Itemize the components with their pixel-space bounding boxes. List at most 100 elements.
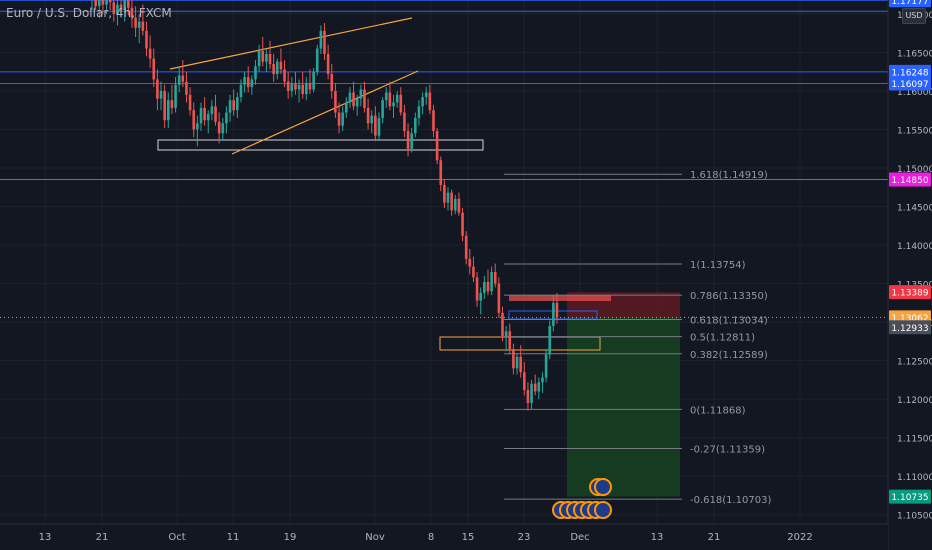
event-icon bbox=[594, 478, 612, 496]
candle-body bbox=[355, 98, 359, 107]
currency-button[interactable]: USD bbox=[902, 8, 926, 24]
candle-body bbox=[323, 30, 326, 54]
price-tick-label: 1.15000 bbox=[897, 165, 932, 175]
candle-body bbox=[403, 112, 406, 132]
candle-body bbox=[479, 292, 483, 301]
time-tick-label: 19 bbox=[284, 532, 297, 543]
candle-body bbox=[290, 83, 294, 91]
candle-body bbox=[192, 110, 196, 130]
candle-body bbox=[399, 94, 403, 113]
candle-body bbox=[116, 4, 119, 14]
price-tick-label: 1.16000 bbox=[897, 88, 932, 98]
candle-body bbox=[152, 58, 156, 80]
fib-level-label: 0.5(1.12811) bbox=[690, 333, 755, 344]
time-tick-label: Nov bbox=[365, 532, 385, 543]
candle-body bbox=[257, 50, 261, 67]
time-axis bbox=[0, 524, 888, 550]
candle-body bbox=[501, 312, 504, 336]
fib-level-label: -0.618(1.10703) bbox=[690, 495, 771, 506]
candle-body bbox=[497, 283, 501, 313]
candle-body bbox=[359, 89, 363, 99]
price-badge bbox=[889, 0, 931, 8]
candle-body bbox=[166, 100, 170, 121]
price-tick-label: 1.12000 bbox=[897, 396, 932, 406]
fib-level-label: 0.618(1.13034) bbox=[690, 315, 768, 326]
price-tick-label: 1.15500 bbox=[897, 126, 932, 136]
candle-body bbox=[123, 0, 126, 11]
candle-body bbox=[475, 277, 479, 301]
channel-line-lower bbox=[231, 70, 419, 155]
candle-body bbox=[552, 302, 555, 326]
channel-line-upper bbox=[169, 17, 413, 70]
price-badge bbox=[889, 489, 931, 504]
candle-body bbox=[326, 53, 330, 74]
candle-body bbox=[156, 79, 159, 99]
candle-body bbox=[508, 331, 512, 350]
candle-body bbox=[395, 94, 399, 103]
candle-body bbox=[199, 107, 203, 124]
fib-level-label: 0.382(1.12589) bbox=[690, 350, 768, 361]
candle-body bbox=[432, 110, 435, 132]
price-axis bbox=[888, 0, 932, 550]
price-tick-label: 1.14500 bbox=[897, 204, 932, 214]
candle-body bbox=[523, 372, 526, 390]
candle-body bbox=[210, 106, 214, 115]
candle-body bbox=[428, 92, 432, 111]
candle-body bbox=[275, 61, 279, 74]
candle-body bbox=[301, 84, 305, 95]
candle-body bbox=[453, 198, 457, 211]
candle-body bbox=[330, 73, 334, 91]
candle-body bbox=[493, 272, 497, 284]
price-tick-label: 1.12500 bbox=[897, 358, 932, 368]
price-tick-label: 1.14000 bbox=[897, 242, 932, 252]
candle-body bbox=[196, 123, 199, 130]
price-tick-label: 1.16500 bbox=[897, 49, 932, 59]
candle-body bbox=[526, 389, 530, 404]
candle-body bbox=[544, 354, 548, 378]
candle-body bbox=[254, 66, 257, 80]
candle-body bbox=[130, 7, 134, 18]
candle-body bbox=[105, 0, 108, 5]
time-tick-label: 11 bbox=[227, 532, 240, 543]
price-badge-label: 1.13062 bbox=[891, 314, 928, 324]
candle-body bbox=[483, 282, 486, 293]
candle-body bbox=[337, 112, 341, 126]
price-badge bbox=[889, 64, 931, 79]
price-badge-label: 1.16097 bbox=[891, 80, 928, 90]
candle-body bbox=[185, 81, 188, 95]
candle-body bbox=[294, 83, 297, 90]
candle-body bbox=[261, 50, 265, 62]
candle-body bbox=[530, 383, 533, 404]
price-badge bbox=[889, 320, 931, 335]
candle-body bbox=[236, 97, 239, 111]
resistance-box bbox=[509, 295, 611, 301]
candle-body bbox=[145, 30, 148, 49]
time-tick-label: 23 bbox=[518, 532, 531, 543]
candle-body bbox=[108, 0, 112, 3]
candle-body bbox=[406, 131, 410, 149]
candle-body bbox=[239, 84, 243, 98]
price-badge-label: 1.12933 bbox=[891, 324, 928, 334]
candle-body bbox=[265, 53, 268, 62]
candle-body bbox=[504, 331, 508, 336]
candle-body bbox=[315, 48, 319, 72]
candle-body bbox=[388, 92, 392, 107]
candle-body bbox=[461, 212, 464, 236]
price-badge-label: 1.17177 bbox=[891, 0, 928, 7]
candle-body bbox=[439, 160, 443, 185]
candle-body bbox=[221, 123, 225, 134]
candle-body bbox=[512, 349, 515, 369]
time-tick-label: 2022 bbox=[787, 532, 812, 543]
candle-body bbox=[381, 100, 384, 118]
take-profit-zone bbox=[567, 317, 680, 497]
candle-body bbox=[127, 0, 130, 8]
symbol-title: Euro / U.S. Dollar, 4h, FXCM bbox=[6, 6, 172, 20]
candle-body bbox=[232, 100, 235, 111]
price-badge bbox=[889, 172, 931, 187]
price-tick-label: 1.10500 bbox=[897, 512, 932, 522]
time-tick-label: 21 bbox=[96, 532, 109, 543]
candle-body bbox=[490, 272, 493, 292]
time-tick-label: 13 bbox=[651, 532, 664, 543]
candle-body bbox=[163, 90, 166, 121]
